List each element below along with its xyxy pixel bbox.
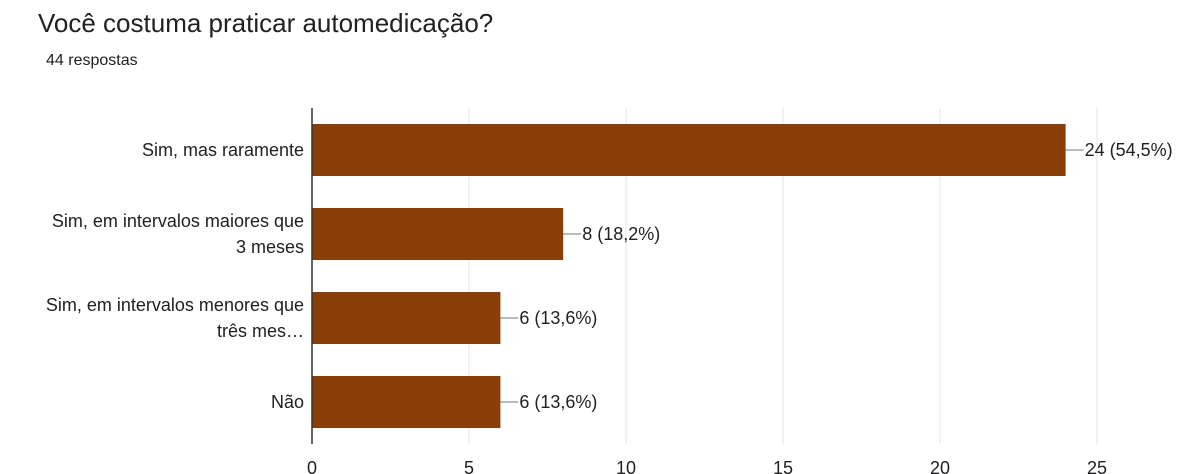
data-label: 6 (13,6%) [519,392,597,412]
x-tick-label: 10 [616,458,636,474]
x-tick-label: 5 [464,458,474,474]
x-tick-label: 25 [1087,458,1107,474]
category-label: Sim, em intervalos menores que [46,295,304,315]
category-label: Não [271,392,304,412]
category-label: 3 meses [236,237,304,257]
x-tick-label: 20 [930,458,950,474]
data-label: 6 (13,6%) [519,308,597,328]
data-label: 8 (18,2%) [582,224,660,244]
bar [312,292,501,344]
x-tick-label: 15 [773,458,793,474]
bar [312,124,1066,176]
bar [312,376,501,428]
category-label: Sim, em intervalos maiores que [52,211,304,231]
category-label: três mes… [217,321,304,341]
chart-title: Você costuma praticar automedicação? [38,8,494,38]
response-count: 44 respostas [46,52,138,69]
bar [312,208,564,260]
x-tick-label: 0 [307,458,317,474]
data-label: 24 (54,5%) [1085,140,1173,160]
category-label: Sim, mas raramente [142,140,304,160]
